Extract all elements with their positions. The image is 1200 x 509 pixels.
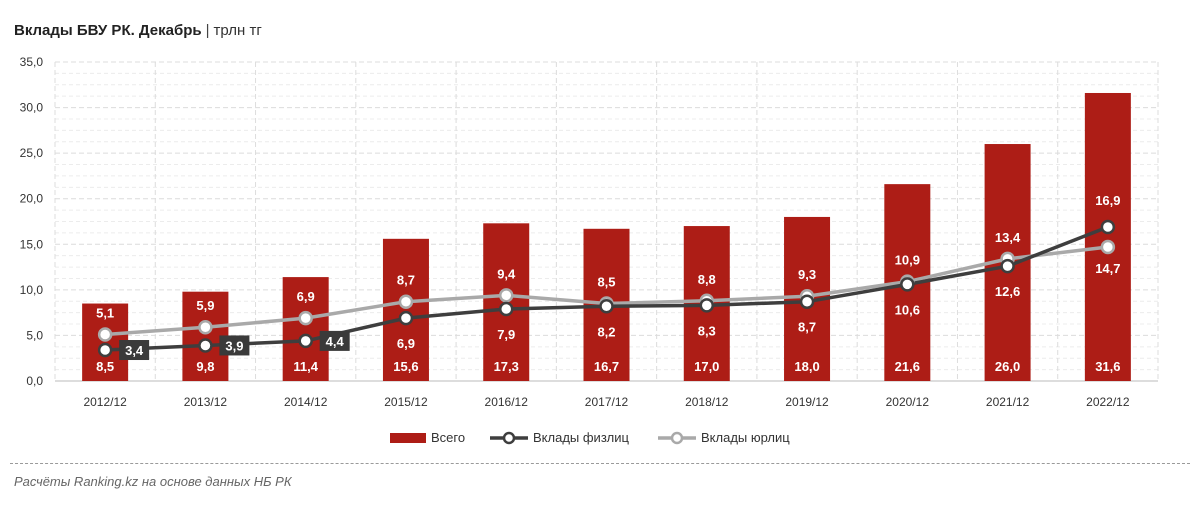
legal-value-label: 8,8 (698, 272, 716, 287)
point-individuals (900, 277, 915, 292)
bar-value-label: 17,0 (694, 359, 719, 374)
point-legal (298, 310, 313, 326)
bar-value-label: 17,3 (494, 359, 519, 374)
title-separator: | (205, 22, 210, 39)
bar-total (1084, 92, 1131, 381)
individuals-value-label: 3,9 (225, 338, 243, 353)
individuals-label-box (119, 340, 150, 361)
point-individuals (1100, 219, 1116, 235)
individuals-value-label: 8,3 (698, 323, 716, 338)
source-note: Расчёты Ranking.kz на основе данных НБ Р… (14, 474, 292, 489)
bar-total (382, 238, 429, 381)
point-legal (198, 319, 213, 335)
legend-marker-individuals (502, 431, 516, 445)
x-tick-label: 2017/12 (585, 395, 629, 409)
x-tick-label: 2020/12 (886, 395, 930, 409)
bar-value-label: 21,6 (895, 359, 920, 374)
bar-value-label: 11,4 (293, 359, 318, 374)
individuals-value-label: 3,4 (125, 343, 144, 358)
bar-value-label: 26,0 (995, 359, 1020, 374)
point-individuals (1000, 258, 1015, 274)
point-legal (1100, 239, 1116, 255)
legal-value-label: 13,4 (995, 230, 1021, 245)
x-tick-label: 2018/12 (685, 395, 729, 409)
x-tick-label: 2016/12 (485, 395, 529, 409)
x-tick-label: 2013/12 (184, 395, 228, 409)
bar-value-label: 16,7 (594, 359, 619, 374)
legal-value-label: 9,4 (497, 266, 516, 281)
individuals-value-label: 12,6 (995, 284, 1020, 299)
legend-label-total: Всего (431, 430, 465, 445)
legal-value-label: 6,9 (297, 289, 315, 304)
point-individuals (97, 342, 113, 358)
bar-value-label: 15,6 (393, 359, 418, 374)
x-tick-label: 2015/12 (384, 395, 428, 409)
individuals-label-box (319, 330, 350, 351)
individuals-value-label: 8,7 (798, 320, 816, 335)
point-legal (398, 294, 414, 309)
legal-value-label: 8,5 (597, 275, 615, 290)
bar-value-label: 8,5 (96, 359, 114, 374)
point-individuals (599, 299, 614, 314)
point-individuals (398, 310, 414, 326)
point-individuals (699, 298, 715, 313)
legal-value-label: 5,9 (196, 298, 214, 313)
legal-value-label: 5,1 (96, 306, 114, 321)
point-individuals (198, 338, 213, 353)
chart-title: Вклады БВУ РК. Декабрь (14, 22, 202, 39)
legend-label-individuals: Вклады физлиц (533, 430, 629, 445)
y-tick-label: 15,0 (20, 237, 44, 251)
individuals-value-label: 6,9 (397, 336, 415, 351)
legal-value-label: 9,3 (798, 267, 816, 282)
y-tick-label: 25,0 (20, 146, 44, 160)
y-tick-label: 20,0 (20, 192, 44, 206)
deposits-chart: 0,0 5,0 10,0 15,0 20,0 25,0 30,0 35,0 2012/12 201… (20, 55, 1159, 445)
individuals-value-label: 10,6 (895, 302, 920, 317)
individuals-value-label: 16,9 (1095, 193, 1120, 208)
point-individuals (498, 301, 514, 317)
y-tick-label: 5,0 (26, 328, 43, 342)
legend-label-legal: Вклады юрлиц (701, 430, 790, 445)
x-tick-label: 2019/12 (785, 395, 829, 409)
legal-value-label: 14,7 (1095, 261, 1120, 276)
individuals-value-label: 7,9 (497, 327, 515, 342)
y-tick-label: 0,0 (26, 374, 43, 388)
x-tick-label: 2022/12 (1086, 395, 1130, 409)
x-tick-label: 2021/12 (986, 395, 1030, 409)
individuals-label-box (219, 335, 250, 356)
point-individuals (799, 294, 815, 309)
bar-value-label: 9,8 (196, 359, 214, 374)
individuals-value-label: 4,4 (326, 334, 345, 349)
legal-value-label: 8,7 (397, 273, 415, 288)
y-tick-label: 30,0 (20, 101, 44, 115)
chart-title-block: Вклады БВУ РК. Декабрь | трлн тг (14, 22, 262, 39)
bar-value-label: 31,6 (1095, 359, 1120, 374)
individuals-value-label: 8,2 (597, 324, 615, 339)
y-tick-label: 10,0 (20, 283, 44, 297)
point-legal (97, 327, 113, 342)
legal-value-label: 10,9 (895, 253, 920, 268)
point-individuals (298, 333, 313, 349)
y-tick-label: 35,0 (20, 55, 44, 69)
x-tick-label: 2012/12 (83, 395, 127, 409)
x-tick-label: 2014/12 (284, 395, 328, 409)
point-legal (498, 288, 514, 303)
bar-total (282, 277, 329, 381)
legend-marker-legal (670, 431, 684, 445)
legend-swatch-total (390, 433, 426, 443)
bar-value-label: 18,0 (794, 359, 819, 374)
chart-unit: трлн тг (213, 22, 262, 39)
footer-divider (10, 463, 1190, 464)
